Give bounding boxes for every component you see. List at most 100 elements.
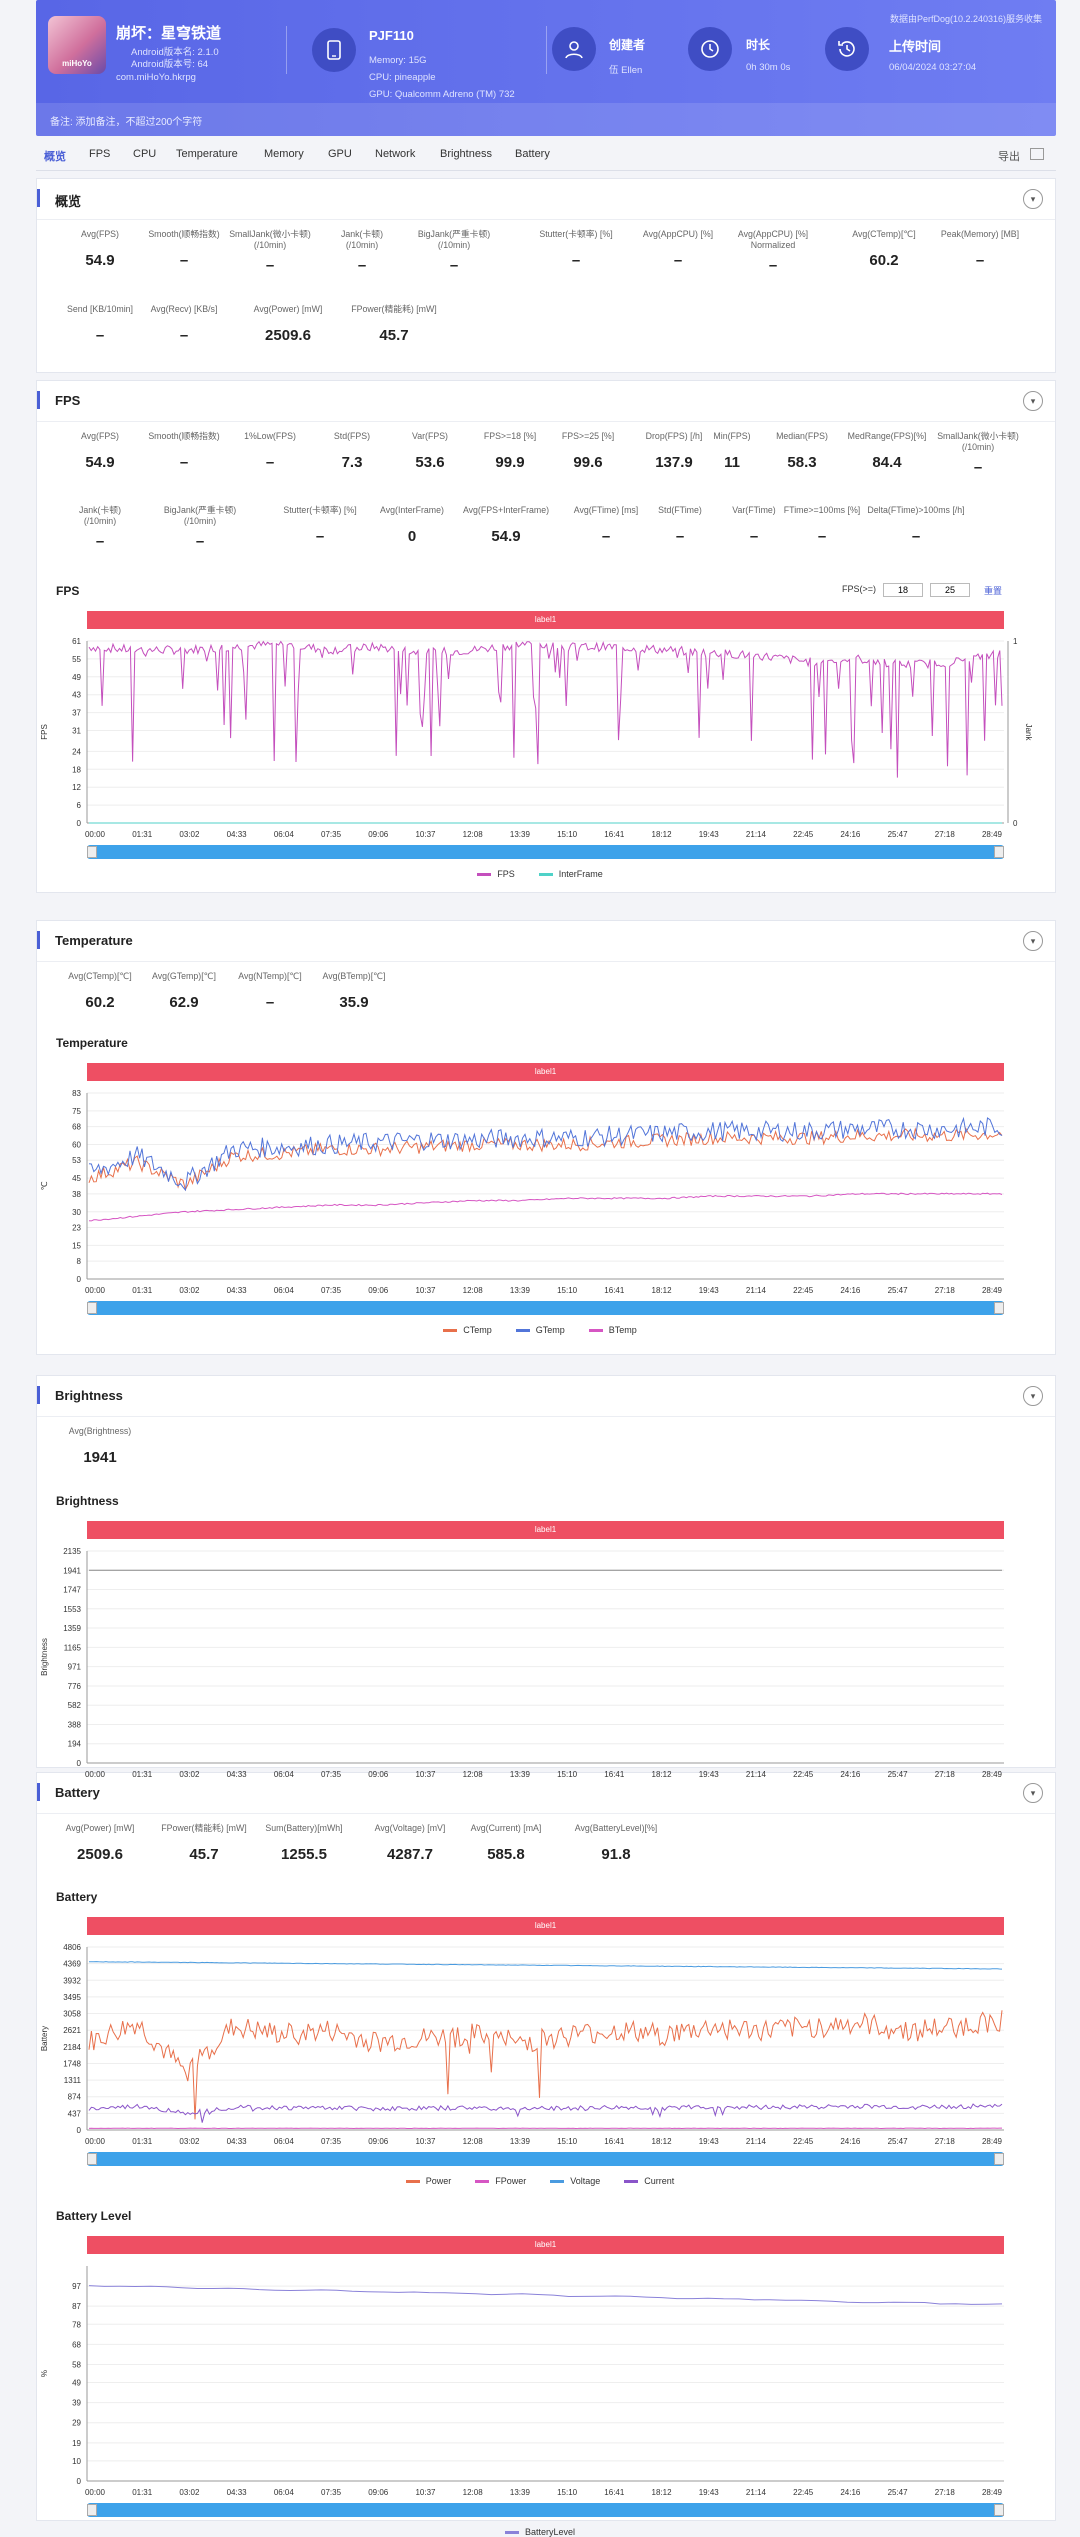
x-tick-label: 04:33 <box>227 830 248 839</box>
y-tick-label: 4369 <box>63 1960 81 1969</box>
x-tick-label: 13:39 <box>510 2137 531 2146</box>
tab-brightness[interactable]: Brightness <box>440 148 492 160</box>
y-tick-label: 49 <box>72 2379 81 2388</box>
collapse-icon[interactable]: ▾ <box>1023 391 1043 411</box>
tab-fps[interactable]: FPS <box>89 148 110 160</box>
tab-temperature[interactable]: Temperature <box>176 148 238 160</box>
legend-swatch <box>477 873 491 876</box>
metric: Avg(CTemp)[℃]60.2 <box>829 229 939 269</box>
time-range-slider[interactable] <box>87 2152 1004 2166</box>
x-tick-label: 15:10 <box>557 2137 578 2146</box>
slider-handle-end[interactable] <box>994 2504 1004 2516</box>
chart-legend: BatteryLevel <box>0 2527 1080 2537</box>
y-tick-label: 58 <box>72 2360 81 2369</box>
slider-handle-end[interactable] <box>994 846 1004 858</box>
slider-handle-end[interactable] <box>994 1302 1004 1314</box>
note-field[interactable]: 备注: 添加备注，不超过200个字符 <box>36 103 1056 136</box>
x-tick-label: 03:02 <box>179 830 200 839</box>
metric-value: 91.8 <box>561 1846 671 1863</box>
tab-memory[interactable]: Memory <box>264 148 304 160</box>
tab-cpu[interactable]: CPU <box>133 148 156 160</box>
x-tick-label: 16:41 <box>604 2488 625 2497</box>
legend-item[interactable]: CTemp <box>443 1325 492 1335</box>
slider-handle-start[interactable] <box>87 2504 97 2516</box>
legend-swatch <box>550 2180 564 2183</box>
tab-battery[interactable]: Battery <box>515 148 550 160</box>
slider-handle-start[interactable] <box>87 846 97 858</box>
time-range-slider[interactable] <box>87 2503 1004 2517</box>
x-tick-label: 07:35 <box>321 2488 342 2497</box>
y-axis-title: Brightness <box>40 1638 49 1676</box>
divider <box>546 26 547 74</box>
y-tick-label: 971 <box>68 1663 82 1672</box>
y-tick-label: 0 <box>77 2477 82 2486</box>
x-tick-label: 00:00 <box>85 2137 106 2146</box>
temperature-chart-title: Temperature <box>56 1036 128 1050</box>
tab-overview[interactable]: 概览 <box>44 148 66 164</box>
metric: BigJank(严重卡顿) (/10min)– <box>399 229 509 274</box>
y-tick-label: 2621 <box>63 2026 81 2035</box>
legend-item[interactable]: BatteryLevel <box>505 2527 575 2537</box>
slider-handle-start[interactable] <box>87 1302 97 1314</box>
metric-label: Delta(FTime)>100ms [/h] <box>861 505 971 516</box>
collapse-icon[interactable]: ▾ <box>1023 1386 1043 1406</box>
series-line-batterylevel <box>89 2286 1002 2305</box>
legend-swatch <box>539 873 553 876</box>
x-tick-label: 04:33 <box>227 2488 248 2497</box>
metric-label: Jank(卡顿) (/10min) <box>45 505 155 527</box>
y-tick-label: 8 <box>77 1257 82 1266</box>
tab-network[interactable]: Network <box>375 148 415 160</box>
y-tick-label: 39 <box>72 2399 81 2408</box>
package-name: com.miHoYo.hkrpg <box>116 72 196 83</box>
legend-item[interactable]: Current <box>624 2176 674 2186</box>
fps-filter-reset-button[interactable]: 重置 <box>984 584 1002 597</box>
divider <box>286 26 287 74</box>
x-tick-label: 19:43 <box>699 1770 720 1779</box>
time-range-slider[interactable] <box>87 1301 1004 1315</box>
time-range-slider[interactable] <box>87 845 1004 859</box>
x-tick-label: 24:16 <box>840 1286 861 1295</box>
slider-handle-end[interactable] <box>994 2153 1004 2165</box>
slider-handle-start[interactable] <box>87 2153 97 2165</box>
legend-item[interactable]: InterFrame <box>539 869 603 879</box>
x-tick-label: 10:37 <box>415 1770 436 1779</box>
x-tick-label: 24:16 <box>840 2488 861 2497</box>
x-tick-label: 10:37 <box>415 830 436 839</box>
battery-chart-title: Battery <box>56 1890 97 1904</box>
legend-item[interactable]: GTemp <box>516 1325 565 1335</box>
export-button[interactable]: 导出 <box>998 148 1020 164</box>
x-tick-label: 21:14 <box>746 1286 767 1295</box>
y-tick-label: 4806 <box>63 1943 81 1952</box>
metric-value: – <box>718 257 828 274</box>
x-tick-label: 01:31 <box>132 1770 153 1779</box>
x-tick-label: 09:06 <box>368 2137 389 2146</box>
series-line-voltage <box>89 1962 1002 1970</box>
creator-label: 创建者 <box>609 36 645 53</box>
x-tick-label: 03:02 <box>179 2488 200 2497</box>
legend-item[interactable]: Voltage <box>550 2176 600 2186</box>
x-tick-label: 13:39 <box>510 1286 531 1295</box>
device-cpu: CPU: pineapple <box>369 72 436 83</box>
fps-filter-min-input[interactable] <box>883 583 923 597</box>
x-tick-label: 25:47 <box>888 1770 909 1779</box>
upload-label: 上传时间 <box>889 36 941 55</box>
upload-value: 06/04/2024 03:27:04 <box>889 62 976 73</box>
metric: Stutter(卡顿率) [%]– <box>521 229 631 269</box>
legend-item[interactable]: BTemp <box>589 1325 637 1335</box>
y-tick-label: 18 <box>72 765 81 774</box>
legend-item[interactable]: Power <box>406 2176 452 2186</box>
x-tick-label: 07:35 <box>321 830 342 839</box>
collapse-icon[interactable]: ▾ <box>1023 931 1043 951</box>
collapse-icon[interactable]: ▾ <box>1023 189 1043 209</box>
chart-label-band: label1 <box>87 1521 1004 1539</box>
y-tick-label: 1748 <box>63 2059 81 2068</box>
fps-filter-max-input[interactable] <box>930 583 970 597</box>
section-nav: 概览 FPS CPU Temperature Memory GPU Networ… <box>36 148 1056 166</box>
tab-gpu[interactable]: GPU <box>328 148 352 160</box>
y-tick-label: 10 <box>72 2457 81 2466</box>
legend-item[interactable]: FPower <box>475 2176 526 2186</box>
legend-item[interactable]: FPS <box>477 869 515 879</box>
x-tick-label: 21:14 <box>746 2137 767 2146</box>
export-icon[interactable] <box>1030 148 1044 160</box>
